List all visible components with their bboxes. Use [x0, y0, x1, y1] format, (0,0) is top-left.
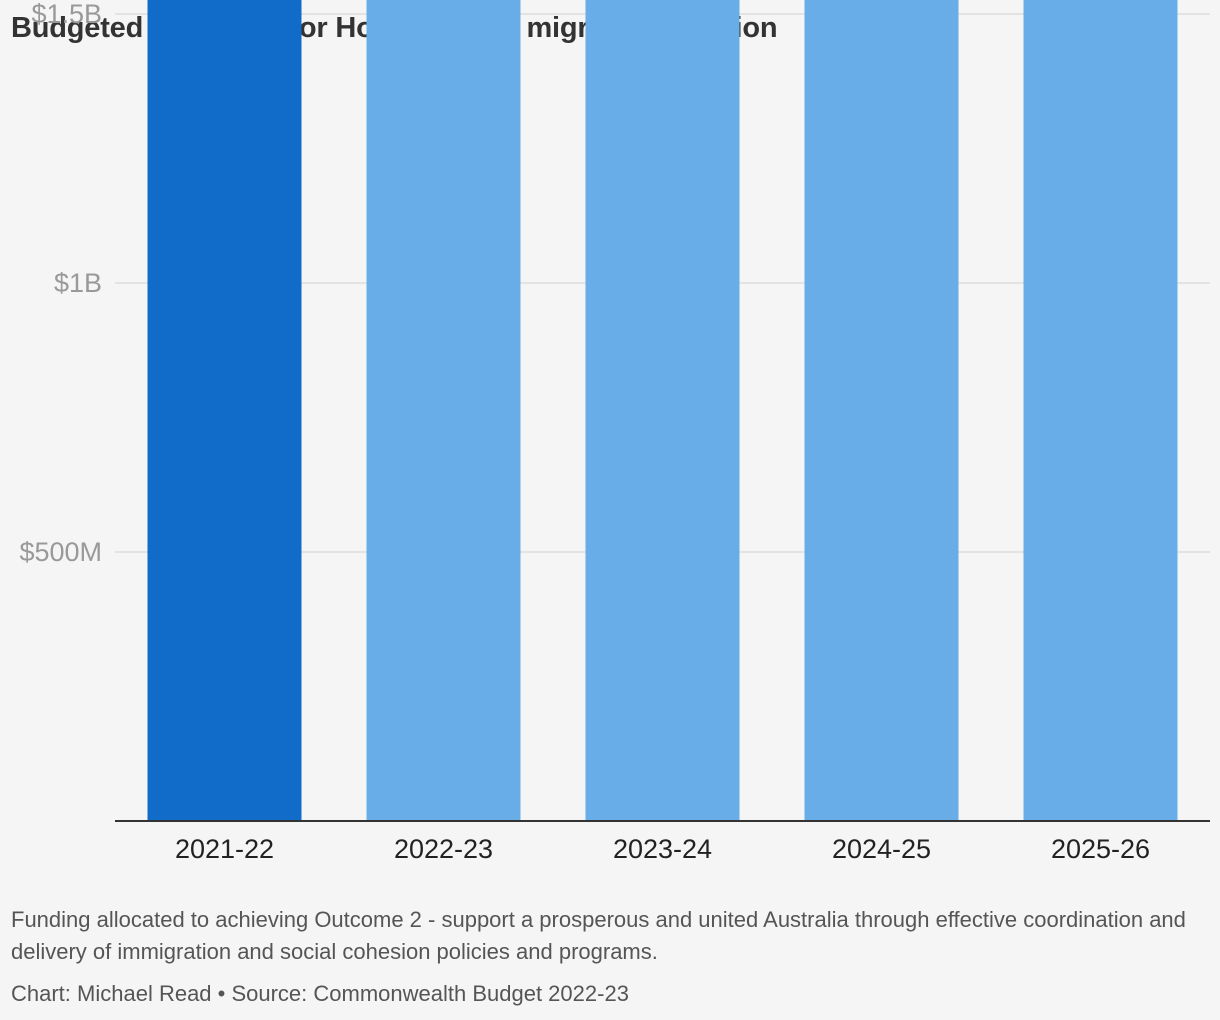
chart-credit: Chart: Michael Read • Source: Commonweal…: [11, 981, 629, 1006]
x-tick-label: 2025-26: [1051, 834, 1150, 864]
y-axis-tick-labels: $500M$1B$1.5B$2B$2.5B: [19, 0, 102, 567]
bar-2021-22: [147, 0, 302, 822]
bars: [147, 0, 1178, 822]
bar-2025-26: [1023, 0, 1178, 822]
y-tick-label: $1.5B: [31, 0, 102, 29]
x-tick-label: 2022-23: [394, 834, 493, 864]
bar-2023-24: [585, 0, 740, 821]
x-tick-label: 2021-22: [175, 834, 274, 864]
chart-footnote: Funding allocated to achieving Outcome 2…: [11, 907, 1186, 964]
bar-2022-23: [366, 0, 521, 821]
y-tick-label: $500M: [19, 537, 102, 567]
x-axis-tick-labels: 2021-22 2022-23 2023-24 2024-25 2025-26: [175, 834, 1150, 864]
y-tick-label: $1B: [54, 268, 102, 298]
bar-chart: $500M$1B$1.5B$2B$2.5B 2021-222022-232023…: [19, 0, 1210, 864]
bar-2024-25: [804, 0, 959, 821]
x-tick-label: 2023-24: [613, 834, 712, 864]
x-tick-label: 2024-25: [832, 834, 931, 864]
